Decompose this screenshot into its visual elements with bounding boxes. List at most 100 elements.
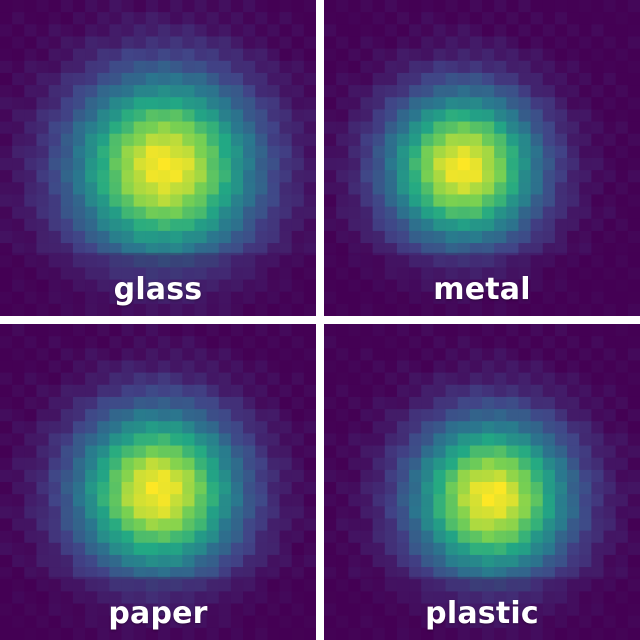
heatmap-cell-plastic: [627, 494, 640, 507]
heatmap-cell-plastic: [445, 433, 459, 446]
heatmap-cell-paper: [109, 324, 122, 337]
heatmap-cell-paper: [206, 530, 220, 544]
heatmap-cell-glass: [48, 36, 62, 50]
heatmap-cell-metal: [360, 48, 374, 62]
heatmap-cell-plastic: [494, 542, 507, 556]
heatmap-cell-metal: [567, 206, 580, 220]
heatmap-cell-metal: [494, 60, 507, 74]
heatmap-cell-paper: [145, 409, 159, 422]
heatmap-cell-paper: [85, 433, 98, 446]
heatmap-cell-glass: [255, 145, 268, 159]
heatmap-cell-plastic: [360, 324, 374, 337]
heatmap-cell-glass: [145, 72, 159, 86]
heatmap-cell-paper: [230, 324, 244, 337]
heatmap-cell-plastic: [348, 554, 361, 568]
heatmap-cell-paper: [145, 457, 159, 471]
heatmap-cell-metal: [554, 279, 568, 293]
heatmap-cell-metal: [579, 0, 592, 13]
heatmap-cell-metal: [494, 72, 507, 86]
heatmap-cell-metal: [506, 121, 519, 135]
heatmap-cell-paper: [24, 360, 37, 374]
heatmap-cell-paper: [72, 457, 86, 471]
heatmap-cell-metal: [615, 12, 629, 25]
heatmap-cell-glass: [12, 243, 25, 256]
heatmap-cell-plastic: [360, 445, 374, 459]
heatmap-cell-plastic: [396, 579, 410, 592]
heatmap-cell-paper: [158, 579, 171, 592]
heatmap-cell-metal: [494, 85, 507, 98]
heatmap-cell-glass: [230, 194, 244, 208]
heatmap-cell-paper: [12, 457, 25, 471]
heatmap-cell-glass: [170, 133, 183, 147]
heatmap-cell-glass: [24, 303, 37, 316]
heatmap-cell-metal: [336, 133, 349, 147]
heatmap-cell-plastic: [336, 396, 349, 410]
heatmap-cell-metal: [579, 158, 592, 171]
heatmap-cell-paper: [12, 567, 25, 580]
heatmap-cell-metal: [445, 133, 459, 147]
heatmap-cell-metal: [469, 303, 483, 316]
heatmap-cell-glass: [303, 255, 316, 268]
heatmap-cell-paper: [303, 324, 316, 337]
heatmap-cell-paper: [109, 421, 122, 434]
heatmap-cell-glass: [24, 158, 37, 171]
heatmap-cell-metal: [360, 60, 374, 74]
heatmap-cell-paper: [133, 567, 147, 580]
heatmap-cell-metal: [324, 255, 337, 268]
heatmap-cell-metal: [615, 230, 629, 244]
heatmap-cell-plastic: [445, 348, 459, 361]
heatmap-cell-paper: [121, 457, 135, 471]
heatmap-cell-plastic: [506, 324, 519, 337]
heatmap-cell-glass: [243, 0, 256, 13]
heatmap-cell-paper: [206, 384, 220, 398]
heatmap-cell-plastic: [457, 542, 471, 556]
heatmap-cell-metal: [482, 48, 495, 62]
heatmap-cell-plastic: [421, 554, 434, 568]
heatmap-cell-glass: [279, 243, 293, 256]
heatmap-cell-plastic: [482, 445, 495, 459]
heatmap-cell-plastic: [384, 409, 398, 422]
heatmap-cell-paper: [72, 627, 86, 640]
heatmap-cell-plastic: [445, 469, 459, 483]
heatmap-cell-plastic: [445, 457, 459, 471]
heatmap-cell-paper: [291, 615, 305, 629]
heatmap-cell-glass: [255, 243, 268, 256]
heatmap-cell-metal: [530, 291, 544, 305]
heatmap-cell-metal: [396, 218, 410, 232]
heatmap-cell-glass: [243, 230, 256, 244]
heatmap-cell-glass: [279, 97, 293, 110]
heatmap-cell-metal: [530, 109, 544, 122]
heatmap-cell-paper: [97, 469, 110, 483]
heatmap-cell-metal: [445, 243, 459, 256]
heatmap-panel-glass: glass: [0, 0, 316, 316]
heatmap-cell-paper: [145, 518, 159, 532]
heatmap-cell-plastic: [542, 603, 556, 617]
heatmap-cell-metal: [360, 206, 374, 220]
heatmap-cell-plastic: [396, 372, 410, 386]
heatmap-cell-glass: [291, 255, 305, 268]
heatmap-cell-glass: [194, 0, 208, 13]
heatmap-cell-glass: [48, 109, 62, 122]
heatmap-cell-glass: [36, 230, 50, 244]
heatmap-cell-paper: [218, 579, 232, 592]
heatmap-cell-plastic: [445, 360, 459, 374]
heatmap-cell-glass: [72, 97, 86, 110]
heatmap-cell-paper: [291, 421, 305, 434]
heatmap-cell-plastic: [421, 603, 434, 617]
heatmap-cell-plastic: [324, 482, 337, 495]
heatmap-cell-metal: [396, 0, 410, 13]
heatmap-cell-paper: [182, 324, 195, 337]
heatmap-cell-metal: [482, 121, 495, 135]
heatmap-cell-plastic: [336, 615, 349, 629]
heatmap-cell-metal: [518, 158, 532, 171]
heatmap-cell-metal: [554, 24, 568, 37]
heatmap-cell-plastic: [348, 567, 361, 580]
heatmap-cell-glass: [218, 170, 232, 183]
heatmap-cell-paper: [60, 384, 74, 398]
heatmap-cell-plastic: [409, 372, 422, 386]
heatmap-cell-paper: [24, 482, 37, 495]
heatmap-cell-plastic: [554, 396, 568, 410]
heatmap-cell-glass: [36, 303, 50, 316]
heatmap-cell-glass: [85, 170, 98, 183]
heatmap-cell-glass: [121, 230, 135, 244]
